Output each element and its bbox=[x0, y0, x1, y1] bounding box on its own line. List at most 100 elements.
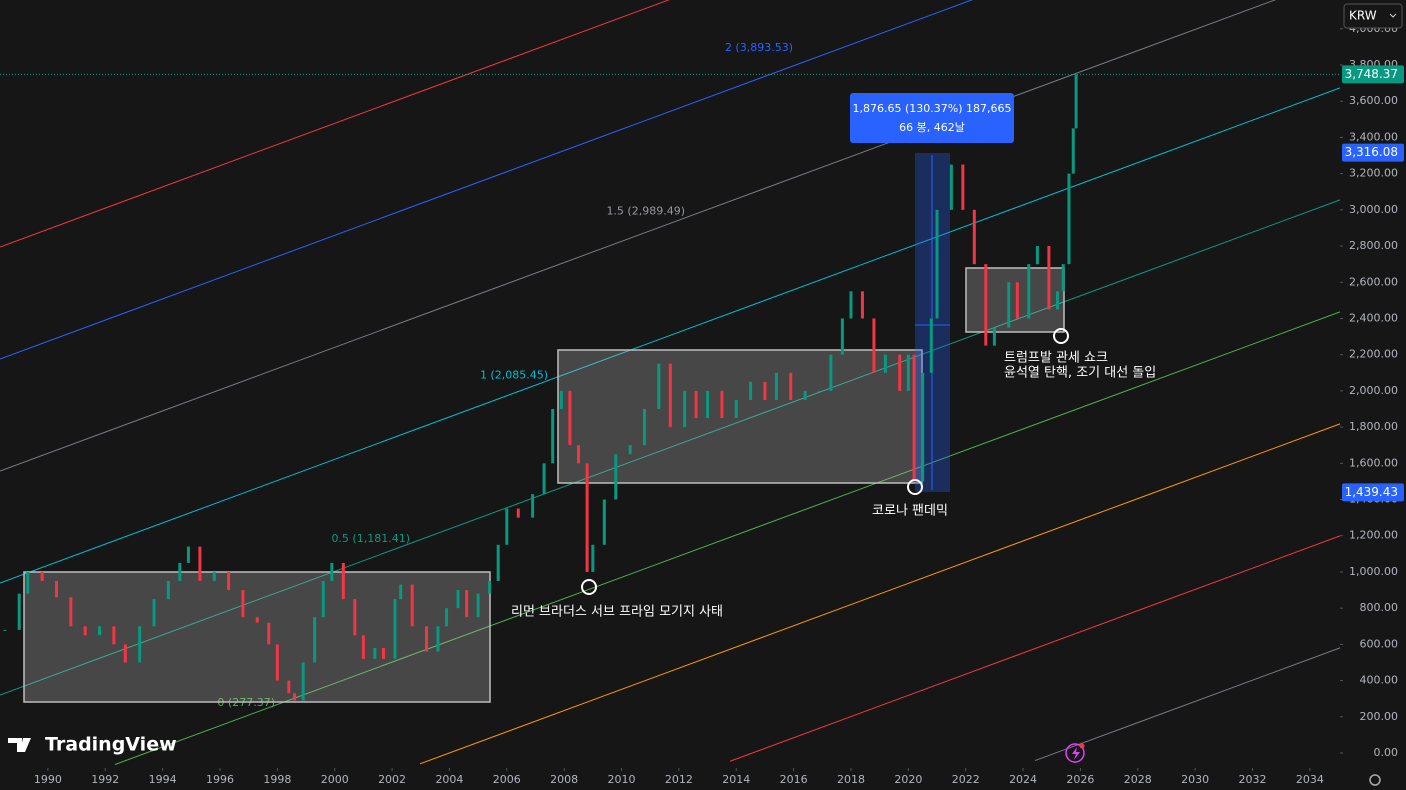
candle bbox=[872, 318, 876, 373]
candle bbox=[69, 597, 73, 627]
event-marker bbox=[1053, 328, 1069, 344]
candle bbox=[568, 390, 572, 446]
x-tick-label: 2028 bbox=[1124, 773, 1152, 786]
x-tick-label: 2018 bbox=[837, 773, 865, 786]
candle bbox=[591, 544, 595, 572]
currency-label[interactable]: KRW bbox=[1349, 9, 1377, 23]
time-axis bbox=[0, 768, 1406, 790]
candle bbox=[602, 499, 606, 545]
settings-icon[interactable] bbox=[1369, 774, 1381, 786]
channel-line bbox=[0, 0, 1277, 472]
y-tick-label: 1,600.00 bbox=[1349, 456, 1398, 469]
candle bbox=[488, 581, 492, 594]
alert-icon[interactable] bbox=[1065, 743, 1085, 763]
x-tick-label: 2006 bbox=[493, 773, 521, 786]
candle bbox=[3, 629, 7, 631]
price-axis bbox=[1340, 0, 1406, 790]
fib-label: 1.5 (2,989.49) bbox=[606, 205, 685, 218]
candle bbox=[381, 647, 385, 659]
fib-label: 1 (2,085.45) bbox=[480, 368, 548, 381]
x-tick-label: 1994 bbox=[149, 773, 177, 786]
range-box bbox=[23, 571, 491, 703]
logo-icon bbox=[8, 738, 31, 752]
x-tick-label: 1996 bbox=[206, 773, 234, 786]
candle bbox=[293, 693, 297, 701]
fib-label: 2 (3,893.53) bbox=[725, 41, 793, 54]
x-tick-label: 2020 bbox=[894, 773, 922, 786]
x-tick-label: 2034 bbox=[1296, 773, 1324, 786]
y-tick-label: 1,200.00 bbox=[1349, 529, 1398, 542]
candle bbox=[112, 626, 116, 645]
channel-line bbox=[0, 199, 1341, 696]
candle bbox=[935, 209, 939, 319]
currency-button[interactable] bbox=[1343, 3, 1403, 29]
candle bbox=[628, 445, 632, 455]
x-tick-label: 2024 bbox=[1009, 773, 1037, 786]
candle bbox=[1074, 74, 1078, 129]
candle bbox=[445, 608, 449, 627]
candle bbox=[972, 209, 976, 265]
channel-line bbox=[0, 0, 974, 360]
candle bbox=[817, 390, 821, 392]
x-tick-label: 1990 bbox=[34, 773, 62, 786]
candle bbox=[410, 584, 414, 627]
candle bbox=[542, 463, 546, 495]
candle bbox=[706, 390, 710, 419]
price-tag-label: 1,439.43 bbox=[1345, 485, 1398, 499]
candle bbox=[496, 544, 500, 581]
candle bbox=[476, 593, 480, 618]
x-tick-label: 2022 bbox=[952, 773, 980, 786]
candle bbox=[531, 494, 535, 518]
price-tag bbox=[1342, 143, 1404, 162]
measure-text: 1,876.65 (130.37%) 187,665 bbox=[853, 102, 1012, 115]
candle bbox=[1061, 264, 1065, 292]
candle bbox=[668, 363, 672, 428]
candle bbox=[186, 546, 190, 563]
candle bbox=[227, 571, 231, 591]
candle bbox=[516, 508, 520, 518]
candle bbox=[138, 626, 142, 663]
y-tick-label: 1,800.00 bbox=[1349, 420, 1398, 433]
candle bbox=[152, 599, 156, 627]
x-tick-label: 1992 bbox=[91, 773, 119, 786]
candle bbox=[984, 264, 988, 346]
x-tick-label: 2000 bbox=[321, 773, 349, 786]
range-box bbox=[557, 349, 923, 484]
y-tick-label: 2,200.00 bbox=[1349, 348, 1398, 361]
x-tick-label: 2010 bbox=[608, 773, 636, 786]
channel-line bbox=[729, 535, 1341, 762]
candle bbox=[694, 390, 698, 419]
candle bbox=[301, 662, 305, 701]
candle bbox=[505, 508, 509, 545]
y-tick-label: 600.00 bbox=[1360, 637, 1399, 650]
y-tick-label: 3,200.00 bbox=[1349, 167, 1398, 180]
candle bbox=[98, 626, 102, 636]
x-tick-label: 2008 bbox=[550, 773, 578, 786]
candle bbox=[949, 164, 953, 210]
event-marker bbox=[581, 579, 597, 595]
candle bbox=[840, 318, 844, 355]
candle bbox=[166, 581, 170, 600]
price-tag bbox=[1342, 65, 1404, 84]
candle bbox=[860, 291, 864, 319]
y-tick-label: 3,600.00 bbox=[1349, 94, 1398, 107]
candle bbox=[178, 562, 182, 581]
candle bbox=[1055, 291, 1059, 310]
candle bbox=[559, 390, 563, 409]
alert-dot bbox=[1079, 743, 1085, 749]
candle bbox=[373, 647, 377, 659]
dropdown-icon bbox=[1389, 13, 1397, 18]
candle bbox=[906, 354, 910, 391]
y-tick-label: 2,400.00 bbox=[1349, 311, 1398, 324]
channel-line bbox=[419, 423, 1341, 765]
candle bbox=[774, 372, 778, 400]
candle bbox=[456, 590, 460, 609]
price-tag bbox=[1342, 483, 1404, 502]
candle bbox=[803, 390, 807, 400]
y-tick-label: 2,800.00 bbox=[1349, 239, 1398, 252]
channel-line bbox=[1034, 647, 1341, 762]
candle bbox=[424, 626, 428, 652]
candle bbox=[720, 390, 724, 419]
candle bbox=[642, 409, 646, 446]
candle bbox=[789, 372, 793, 400]
